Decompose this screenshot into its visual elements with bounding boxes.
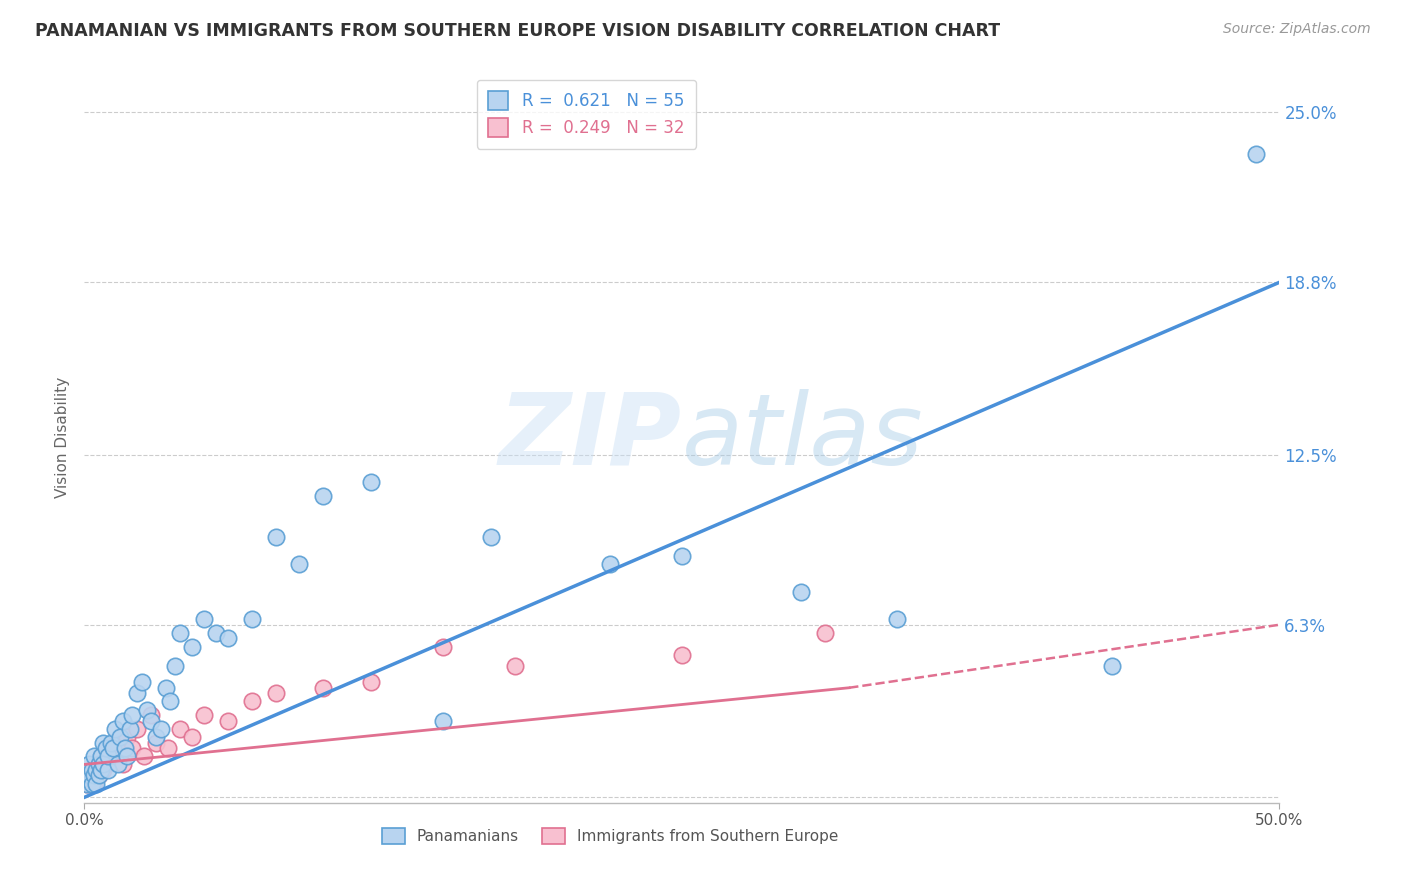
Point bbox=[1101, 658, 1123, 673]
Point bbox=[104, 722, 127, 736]
Point bbox=[86, 757, 108, 772]
Point bbox=[121, 741, 143, 756]
Point bbox=[121, 708, 143, 723]
Point bbox=[94, 741, 117, 756]
Point bbox=[432, 714, 454, 728]
Point bbox=[110, 730, 132, 744]
Point bbox=[77, 768, 100, 782]
Point bbox=[149, 722, 172, 736]
Point bbox=[145, 730, 167, 744]
Point bbox=[141, 708, 163, 723]
Point bbox=[100, 735, 122, 749]
Point bbox=[83, 749, 105, 764]
Point bbox=[76, 777, 98, 791]
Point bbox=[111, 714, 134, 728]
Point bbox=[93, 735, 115, 749]
Point bbox=[479, 530, 502, 544]
Point bbox=[107, 735, 129, 749]
Point bbox=[169, 626, 191, 640]
Point bbox=[125, 686, 148, 700]
Point bbox=[132, 749, 156, 764]
Point bbox=[107, 757, 129, 772]
Point bbox=[76, 777, 98, 791]
Text: Source: ZipAtlas.com: Source: ZipAtlas.com bbox=[1223, 22, 1371, 37]
Point bbox=[83, 768, 105, 782]
Point bbox=[80, 777, 103, 791]
Point bbox=[264, 530, 287, 544]
Point bbox=[111, 757, 134, 772]
Point bbox=[240, 694, 263, 708]
Text: atlas: atlas bbox=[682, 389, 924, 485]
Point bbox=[193, 708, 215, 723]
Point bbox=[117, 749, 139, 764]
Point bbox=[86, 777, 108, 791]
Point bbox=[671, 648, 693, 662]
Point bbox=[790, 585, 813, 599]
Point bbox=[155, 681, 177, 695]
Point bbox=[671, 549, 693, 564]
Point bbox=[118, 722, 141, 736]
Point bbox=[264, 686, 287, 700]
Point bbox=[240, 612, 263, 626]
Point bbox=[87, 768, 110, 782]
Point bbox=[80, 763, 103, 777]
Point bbox=[101, 749, 124, 764]
Point bbox=[131, 675, 153, 690]
Point bbox=[77, 768, 100, 782]
Point bbox=[77, 757, 100, 772]
Point bbox=[181, 640, 204, 654]
Point bbox=[125, 722, 148, 736]
Y-axis label: Vision Disability: Vision Disability bbox=[55, 376, 70, 498]
Point bbox=[217, 632, 239, 646]
Point bbox=[114, 741, 136, 756]
Point bbox=[90, 763, 112, 777]
Point bbox=[86, 763, 108, 777]
Point bbox=[205, 626, 228, 640]
Point bbox=[169, 722, 191, 736]
Point bbox=[97, 741, 120, 756]
Point bbox=[181, 730, 204, 744]
Point bbox=[97, 763, 120, 777]
Point bbox=[1244, 146, 1267, 161]
Point bbox=[145, 735, 167, 749]
Text: ZIP: ZIP bbox=[499, 389, 682, 485]
Point bbox=[90, 749, 112, 764]
Point bbox=[83, 777, 105, 791]
Point bbox=[87, 757, 110, 772]
Legend: Panamanians, Immigrants from Southern Europe: Panamanians, Immigrants from Southern Eu… bbox=[375, 822, 845, 850]
Point bbox=[503, 658, 526, 673]
Point bbox=[432, 640, 454, 654]
Point bbox=[217, 714, 239, 728]
Point bbox=[94, 757, 117, 772]
Point bbox=[90, 749, 112, 764]
Point bbox=[93, 763, 115, 777]
Point bbox=[814, 626, 837, 640]
Point bbox=[312, 489, 335, 503]
Point bbox=[288, 558, 311, 572]
Point bbox=[312, 681, 335, 695]
Point bbox=[165, 658, 187, 673]
Point bbox=[97, 749, 120, 764]
Point bbox=[135, 703, 157, 717]
Point bbox=[80, 763, 103, 777]
Point bbox=[101, 741, 124, 756]
Point bbox=[360, 475, 382, 490]
Point bbox=[93, 757, 115, 772]
Text: PANAMANIAN VS IMMIGRANTS FROM SOUTHERN EUROPE VISION DISABILITY CORRELATION CHAR: PANAMANIAN VS IMMIGRANTS FROM SOUTHERN E… bbox=[35, 22, 1000, 40]
Point bbox=[157, 741, 180, 756]
Point bbox=[599, 558, 621, 572]
Point bbox=[159, 694, 181, 708]
Point bbox=[117, 730, 139, 744]
Point bbox=[193, 612, 215, 626]
Point bbox=[886, 612, 908, 626]
Point bbox=[87, 768, 110, 782]
Point bbox=[360, 675, 382, 690]
Point bbox=[141, 714, 163, 728]
